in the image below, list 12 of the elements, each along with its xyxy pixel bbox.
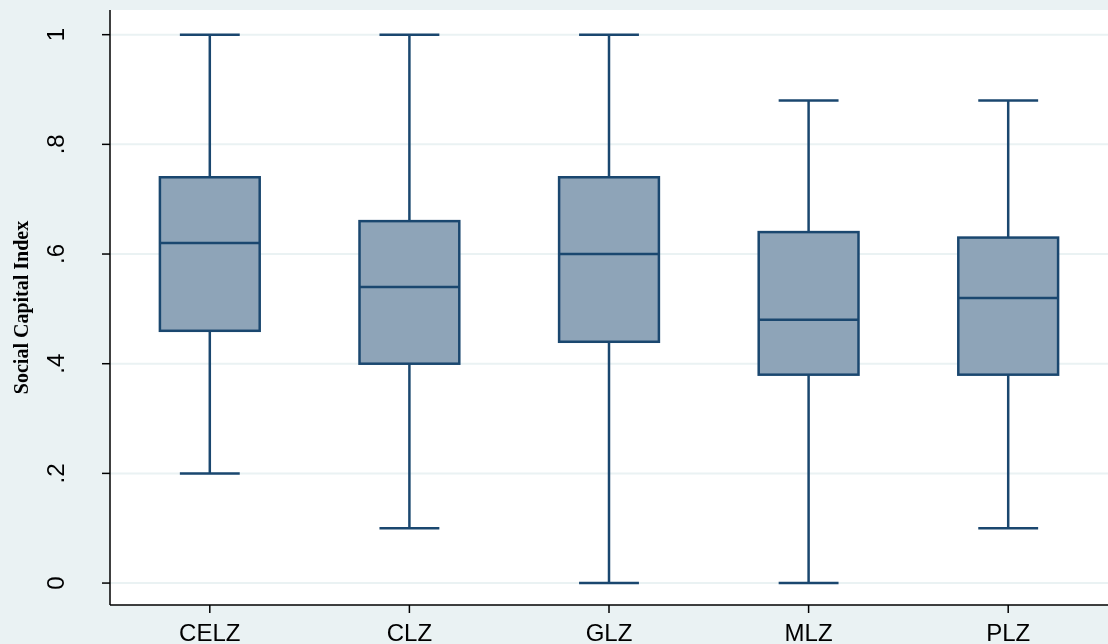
y-tick-label: .4	[41, 353, 69, 374]
y-axis-title: Social Capital Index	[10, 220, 33, 395]
x-tick-label: CELZ	[179, 619, 241, 644]
x-tick-label: PLZ	[986, 619, 1031, 644]
y-tick-label: 1	[41, 28, 69, 42]
x-tick-label: CLZ	[386, 619, 433, 644]
y-tick-label: .2	[41, 463, 69, 484]
y-tick-label: .8	[41, 134, 69, 155]
x-tick-label: MLZ	[784, 619, 833, 644]
x-tick-label: GLZ	[585, 619, 633, 644]
y-tick-label: 0	[41, 576, 69, 590]
y-tick-label: .6	[41, 244, 69, 265]
